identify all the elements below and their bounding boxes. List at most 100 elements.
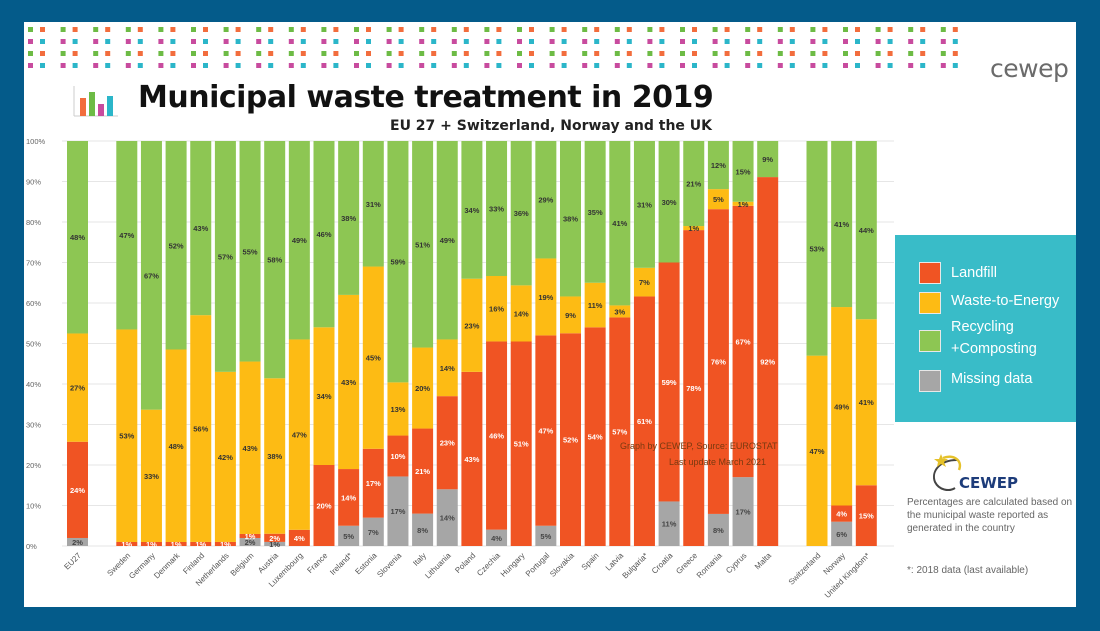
decorative-dot: [125, 63, 131, 68]
decorative-dot: [191, 39, 196, 44]
decorative-dot: [626, 39, 632, 44]
data-label: 14%: [341, 493, 356, 502]
decorative-dot: [529, 51, 534, 56]
bar-segment-missing: [412, 513, 434, 546]
bar-segment-missing: [831, 521, 853, 546]
decorative-dot: [40, 63, 45, 68]
data-label: 21%: [415, 467, 430, 476]
bar-segment-recycling: [214, 141, 236, 372]
data-label: 36%: [514, 209, 529, 218]
bar-segment-wte: [165, 349, 187, 542]
bar-segment-recycling: [288, 141, 310, 340]
bar-segment-wte: [190, 315, 212, 542]
data-label: 14%: [514, 309, 529, 318]
x-tick-label: Italy: [411, 551, 428, 568]
bar-segment-missing: [338, 525, 360, 546]
legend-item-missing: [919, 370, 941, 392]
decorative-dot: [137, 51, 143, 56]
decorative-dot: [203, 39, 208, 44]
decorative-dot: [712, 51, 718, 56]
data-label: 1%: [738, 200, 749, 209]
decorative-dot: [789, 51, 795, 56]
data-label: 47%: [809, 447, 824, 456]
decorative-dot: [647, 63, 653, 68]
decorative-dot: [398, 63, 404, 68]
data-label: 51%: [514, 440, 529, 449]
decorative-dot: [920, 51, 926, 56]
data-label: 3%: [614, 307, 625, 316]
logo-text: CEWEP: [959, 474, 1018, 492]
bar-segment-wte: [535, 258, 557, 336]
data-label: 17%: [390, 507, 405, 516]
decorative-dot: [659, 63, 665, 68]
data-label: 56%: [193, 425, 208, 434]
decorative-dot: [920, 63, 926, 68]
data-label: 53%: [809, 244, 824, 253]
page-title: Municipal waste treatment in 2019: [138, 80, 714, 115]
data-label: 17%: [366, 479, 381, 488]
decorative-dot: [940, 63, 946, 68]
bar-segment-recycling: [116, 141, 138, 330]
x-tick-label: Poland: [453, 551, 477, 575]
decorative-dot: [354, 63, 359, 68]
decorative-dot: [170, 51, 176, 56]
bar-segment-landfill: [732, 205, 754, 478]
data-label: 47%: [292, 431, 307, 440]
bar-segment-recycling: [584, 141, 606, 283]
decorative-dot: [191, 63, 196, 68]
decorative-dot: [887, 39, 893, 44]
decorative-dot: [940, 39, 946, 44]
bar-segment-recycling: [658, 141, 680, 263]
data-label: 54%: [588, 433, 603, 442]
decorative-dot: [647, 39, 653, 44]
bar-segment-landfill: [165, 541, 187, 546]
data-label: 9%: [565, 311, 576, 320]
decorative-dot: [680, 39, 685, 44]
decorative-dot: [843, 51, 848, 56]
bar-segment-recycling: [510, 141, 532, 286]
data-label: 43%: [341, 378, 356, 387]
data-label: 14%: [440, 514, 455, 523]
bar-segment-wte: [338, 294, 360, 470]
decorative-dot: [549, 39, 555, 44]
data-label: 5%: [713, 195, 724, 204]
decorative-dot-pattern: [28, 27, 958, 68]
x-tick-label: Portugal: [524, 551, 552, 579]
decorative-dot: [288, 27, 294, 32]
decorative-dot: [549, 51, 555, 56]
decorative-dot: [810, 27, 816, 32]
slide: cewep Municipal waste treatment in 2019 …: [24, 22, 1076, 607]
data-label: 16%: [489, 305, 504, 314]
decorative-dot: [235, 39, 241, 44]
decorative-dot: [398, 39, 404, 44]
data-label: 9%: [762, 155, 773, 164]
data-label: 58%: [267, 256, 282, 265]
data-label: 4%: [836, 510, 847, 519]
bar-segment-recycling: [239, 141, 261, 362]
decorative-dot: [333, 63, 339, 68]
decorative-dot: [712, 27, 718, 32]
bar-segment-recycling: [436, 141, 458, 340]
decorative-dot: [28, 63, 33, 68]
decorative-dot: [757, 39, 763, 44]
bar-segment-wte: [362, 266, 384, 449]
decorative-dot: [321, 39, 327, 44]
bar-segment-recycling: [633, 141, 655, 268]
decorative-dot: [517, 27, 522, 32]
decorative-dot: [431, 39, 437, 44]
bar-segment-wte: [831, 307, 853, 506]
data-label: 1%: [220, 540, 231, 549]
decorative-dot: [431, 27, 437, 32]
decorative-dot: [203, 51, 208, 56]
data-label: 27%: [70, 384, 85, 393]
data-label: 1%: [245, 532, 256, 541]
data-label: 2%: [245, 538, 256, 547]
decorative-dot: [529, 27, 534, 32]
data-label: 67%: [736, 337, 751, 346]
decorative-dot: [757, 27, 763, 32]
bar-segment-missing: [658, 501, 680, 546]
decorative-dot: [72, 63, 78, 68]
data-label: 23%: [464, 321, 479, 330]
bar-segment-landfill: [560, 333, 581, 546]
decorative-dot: [561, 63, 567, 68]
